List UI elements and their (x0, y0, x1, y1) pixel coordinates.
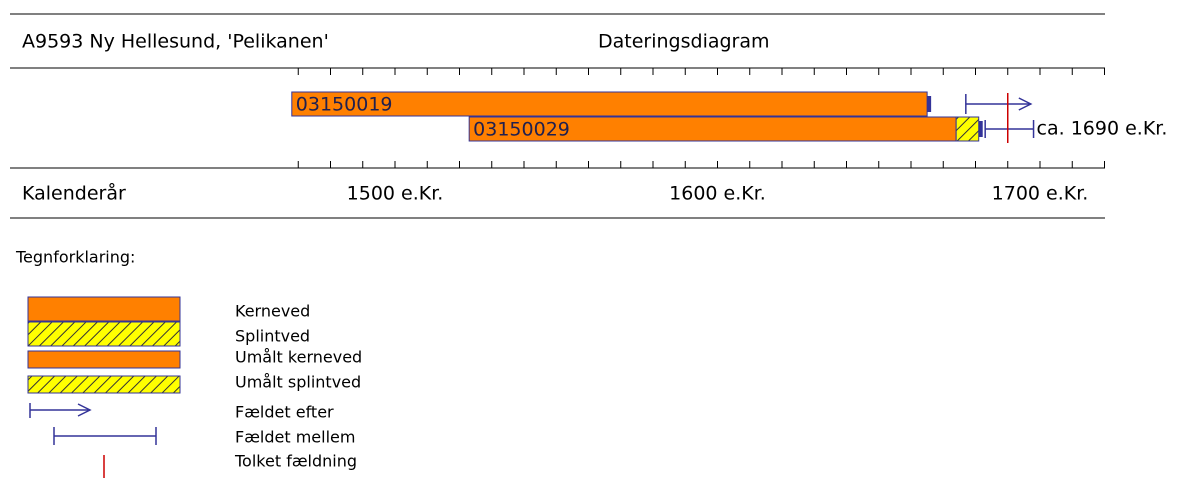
bar-end-cap (927, 96, 932, 112)
heartwood-bar (291, 91, 928, 117)
legend-label: Tolket fældning (234, 452, 357, 471)
legend-title: Tegnforklaring: (15, 248, 135, 267)
sample-label: 03150019 (296, 94, 393, 116)
chart-title: A9593 Ny Hellesund, 'Pelikanen' (22, 31, 329, 53)
sapwood-bar (955, 116, 980, 142)
legend-label: Umålt kerneved (235, 348, 362, 367)
legend-symbols (27, 296, 181, 478)
frame-lines (10, 13, 1105, 219)
x-tick-label: 1500 e.Kr. (347, 183, 444, 205)
x-tick-label: 1600 e.Kr. (669, 183, 766, 205)
heartwood-bar (468, 116, 957, 142)
sample-label: 03150029 (473, 119, 570, 141)
legend-label: Fældet mellem (235, 428, 355, 447)
x-tick-label: 1700 e.Kr. (992, 183, 1089, 205)
legend-label: Fældet efter (235, 403, 334, 422)
x-axis-label: Kalenderår (22, 182, 126, 205)
chart-subtitle: Dateringsdiagram (598, 31, 770, 53)
felling-label: ca. 1690 e.Kr. (1037, 118, 1168, 140)
arrow-head (1018, 97, 1033, 111)
legend-label: Umålt splintved (235, 373, 361, 392)
legend-label: Kerneved (235, 302, 310, 321)
bar-end-cap (978, 121, 983, 137)
legend-label: Splintved (235, 327, 310, 346)
